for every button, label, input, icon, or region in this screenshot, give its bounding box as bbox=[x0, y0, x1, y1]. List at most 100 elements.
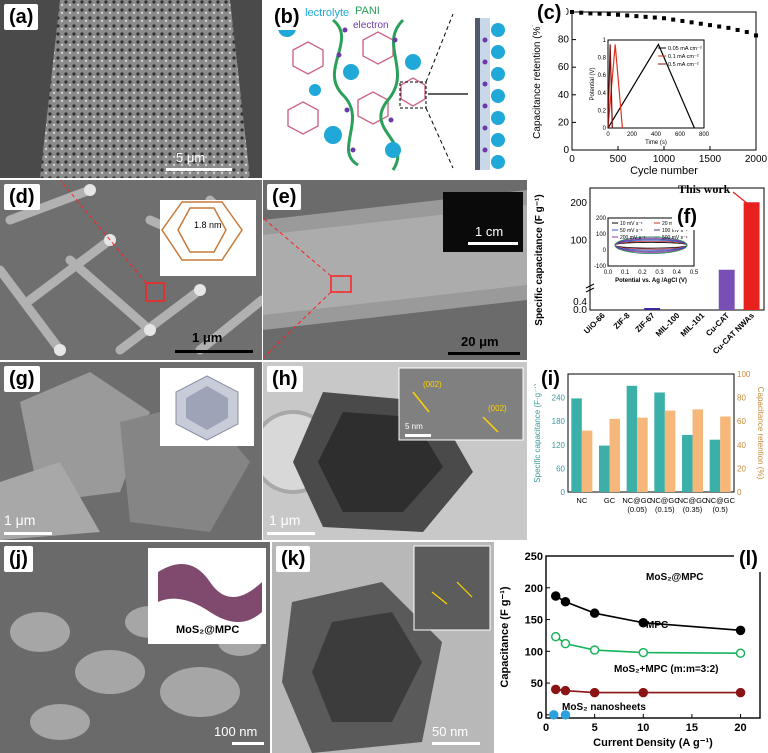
x-tick-label: (0.5) bbox=[712, 505, 728, 514]
electron-label: electron bbox=[353, 20, 389, 31]
dodecahedra-image bbox=[0, 368, 254, 540]
x-tick-label: 0 bbox=[543, 722, 549, 734]
y-tick-label: 60 bbox=[558, 62, 570, 73]
scale-label: 100 nm bbox=[214, 724, 258, 739]
data-point bbox=[698, 21, 703, 26]
data-point bbox=[726, 25, 731, 30]
inset-x-tick-label: 200 bbox=[627, 132, 638, 138]
inset-x-axis-label: Potential vs. Ag /AgCl (V) bbox=[615, 278, 687, 284]
series-label: MPC bbox=[646, 620, 668, 631]
axis-break bbox=[585, 283, 595, 289]
inset-scale-label: 1 cm bbox=[475, 224, 504, 239]
y-axis-label: Specific capacitance (F·g⁻¹) bbox=[533, 383, 542, 483]
y-tick-label: 0 bbox=[537, 710, 543, 722]
nanorods-image bbox=[0, 180, 262, 356]
y-tick-label: 200 bbox=[525, 583, 543, 595]
scale-bar bbox=[232, 742, 264, 745]
panel-h-tem-image: (002) (002) 5 nm (h) 1 μm bbox=[263, 362, 527, 540]
scale-bar bbox=[4, 532, 52, 535]
x-axis-label: Cycle number bbox=[630, 165, 698, 177]
x-tick-label: 10 bbox=[637, 722, 649, 734]
x-tick-label: (0.05) bbox=[627, 505, 647, 514]
y2-axis-label: Capacitance retention (%) bbox=[756, 387, 765, 480]
panel-l-chart: 0 5 10 15 20 0 50 100 150 200 250 Current Density (… bbox=[496, 542, 768, 753]
data-point bbox=[735, 625, 746, 636]
y-tick-label: 150 bbox=[525, 615, 543, 627]
data-point bbox=[735, 648, 746, 658]
bar-specific-capacitance bbox=[681, 434, 693, 492]
panel-e-sem-image: 1 cm (e) 20 μm bbox=[263, 180, 527, 360]
scale-bar bbox=[267, 532, 315, 535]
bar bbox=[743, 202, 760, 310]
data-point bbox=[643, 14, 648, 19]
data-point bbox=[638, 687, 649, 698]
inset-x-axis-label: Time (s) bbox=[645, 140, 667, 146]
inset-y-tick-label: 0 bbox=[603, 126, 607, 132]
data-point bbox=[550, 591, 561, 601]
bar-specific-capacitance bbox=[598, 445, 610, 492]
cv-curve bbox=[614, 236, 688, 254]
y-tick-label: 250 bbox=[525, 551, 543, 563]
y-tick-label: 0.0 bbox=[573, 305, 587, 316]
inset-y-tick-label: 0.8 bbox=[598, 56, 607, 62]
tem-image bbox=[263, 367, 524, 532]
data-point bbox=[744, 30, 749, 35]
panel-g-sem-image: (g) 1 μm bbox=[0, 362, 262, 540]
this-work-arrow bbox=[732, 191, 749, 205]
inset-y-tick-label: 100 bbox=[596, 232, 607, 238]
y-tick-label: 180 bbox=[552, 417, 566, 426]
plot-frame bbox=[589, 187, 765, 311]
series-label: MoS₂+MPC (m:m=3:2) bbox=[614, 664, 718, 675]
inset-x-tick-label: 800 bbox=[699, 132, 710, 138]
bar bbox=[644, 308, 661, 310]
inset-y-tick-label: 0.6 bbox=[598, 73, 607, 79]
y2-tick-label: 60 bbox=[737, 417, 746, 426]
data-point bbox=[638, 647, 649, 658]
x-tick-label: NC@GC bbox=[705, 496, 735, 505]
lattice-label-1: (002) bbox=[423, 380, 442, 389]
inset-legend-label: 0.1 mA cm⁻² bbox=[668, 54, 699, 60]
inset-series-line bbox=[607, 44, 623, 129]
axis-break bbox=[585, 287, 595, 293]
x-tick-label: 2000 bbox=[745, 154, 768, 165]
x-tick-label: NC@GC bbox=[678, 496, 708, 505]
y2-tick-label: 40 bbox=[737, 441, 746, 450]
x-tick-label: 20 bbox=[734, 722, 746, 734]
x-tick-label: ZIF-67 bbox=[634, 311, 657, 334]
series-line bbox=[555, 688, 741, 694]
inset-legend-label: 200 mV s⁻¹ bbox=[620, 235, 646, 241]
y-tick-label: 240 bbox=[552, 394, 566, 403]
inset-legend-label: 0.5 mA cm⁻² bbox=[668, 62, 699, 68]
bar-specific-capacitance bbox=[654, 392, 665, 492]
inset-pore-size: 1.8 nm bbox=[194, 220, 222, 230]
y-tick-label: 100 bbox=[570, 236, 587, 247]
y-tick-label: 0.4 bbox=[573, 297, 587, 308]
data-point bbox=[589, 608, 600, 618]
data-point bbox=[680, 18, 685, 23]
capacitance-retention-chart: 060120180240300020406080100Specific capa… bbox=[533, 370, 765, 514]
inset-x-tick-label: 0 bbox=[606, 132, 610, 138]
data-point bbox=[550, 631, 561, 642]
inset-x-tick-label: 600 bbox=[675, 132, 686, 138]
inset-y-tick-label: 1 bbox=[603, 38, 607, 44]
series-label: MoS₂ nanosheets bbox=[562, 702, 646, 713]
data-point bbox=[689, 20, 694, 25]
bar-specific-capacitance bbox=[626, 385, 638, 492]
y-tick-label: 50 bbox=[531, 678, 543, 690]
data-point bbox=[560, 638, 571, 649]
data-point bbox=[560, 710, 571, 720]
data-point bbox=[606, 12, 611, 17]
y-tick-label: 100 bbox=[525, 646, 543, 658]
panel-k-tem-image: (k) 50 nm bbox=[272, 542, 494, 753]
plot-frame bbox=[545, 555, 761, 719]
inset-legend-label: 50 mV s⁻¹ bbox=[620, 228, 643, 234]
panel-i-label: (i) bbox=[536, 366, 565, 392]
x-tick-label: MIL-101 bbox=[679, 311, 707, 339]
y-tick-label: 40 bbox=[558, 90, 570, 101]
plot-frame bbox=[567, 373, 735, 493]
data-point bbox=[588, 11, 593, 16]
mos2-mpc-image bbox=[10, 548, 266, 740]
y-tick-label: 60 bbox=[556, 464, 565, 473]
scale-label: 50 nm bbox=[432, 724, 469, 739]
